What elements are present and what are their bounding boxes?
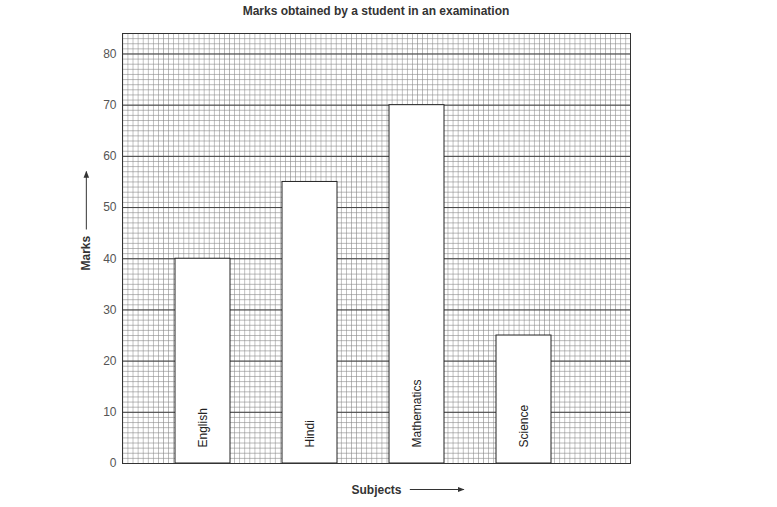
svg-text:70: 70 xyxy=(103,98,117,112)
svg-text:30: 30 xyxy=(103,303,117,317)
svg-text:10: 10 xyxy=(103,405,117,419)
svg-text:40: 40 xyxy=(103,252,117,266)
svg-text:50: 50 xyxy=(103,200,117,214)
svg-text:Mathematics: Mathematics xyxy=(410,379,424,447)
svg-text:20: 20 xyxy=(103,354,117,368)
svg-text:Hindi: Hindi xyxy=(303,420,317,447)
svg-text:60: 60 xyxy=(103,149,117,163)
svg-text:Subjects: Subjects xyxy=(351,483,401,497)
svg-text:Science: Science xyxy=(517,404,531,447)
svg-text:0: 0 xyxy=(110,456,117,470)
svg-text:Marks: Marks xyxy=(79,235,93,270)
svg-text:80: 80 xyxy=(103,47,117,61)
svg-text:English: English xyxy=(196,408,210,447)
html-text:Marks obtained by a student in: Marks obtained by a student in an examin… xyxy=(242,4,510,18)
